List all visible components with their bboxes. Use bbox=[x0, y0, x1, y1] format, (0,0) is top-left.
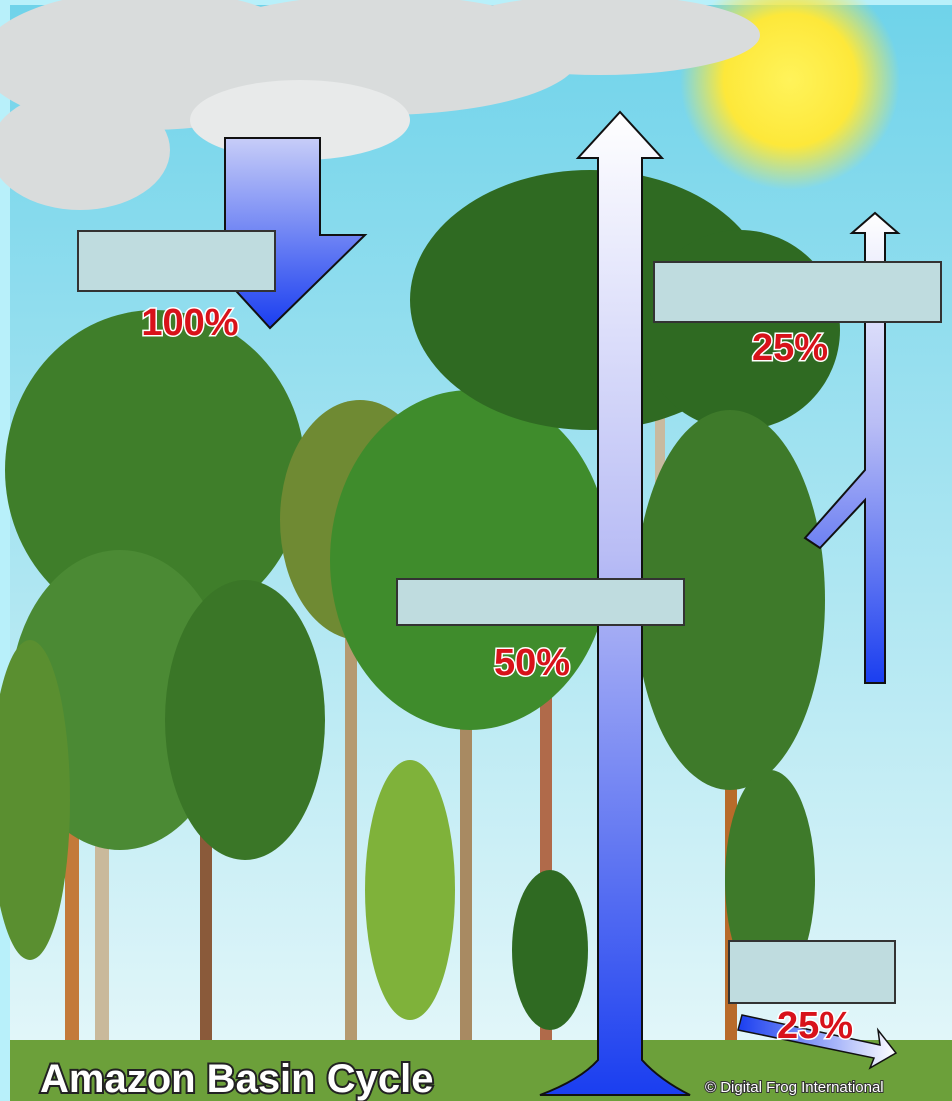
percentage-label: 100% bbox=[141, 302, 238, 344]
percentage-label: 25% bbox=[777, 1005, 853, 1047]
percentage-label: 25% bbox=[752, 327, 828, 369]
blank-label-box[interactable] bbox=[654, 262, 941, 322]
diagram: 100% 25% 50% 25% Amazon Basin Cycle © Di… bbox=[0, 0, 952, 1101]
blank-label-box[interactable] bbox=[78, 231, 275, 291]
percentage-label: 50% bbox=[494, 642, 570, 684]
title: Amazon Basin Cycle bbox=[40, 1057, 433, 1101]
blank-label-box[interactable] bbox=[397, 579, 684, 625]
blank-label-box[interactable] bbox=[729, 941, 895, 1003]
credit: © Digital Frog International bbox=[705, 1079, 884, 1096]
